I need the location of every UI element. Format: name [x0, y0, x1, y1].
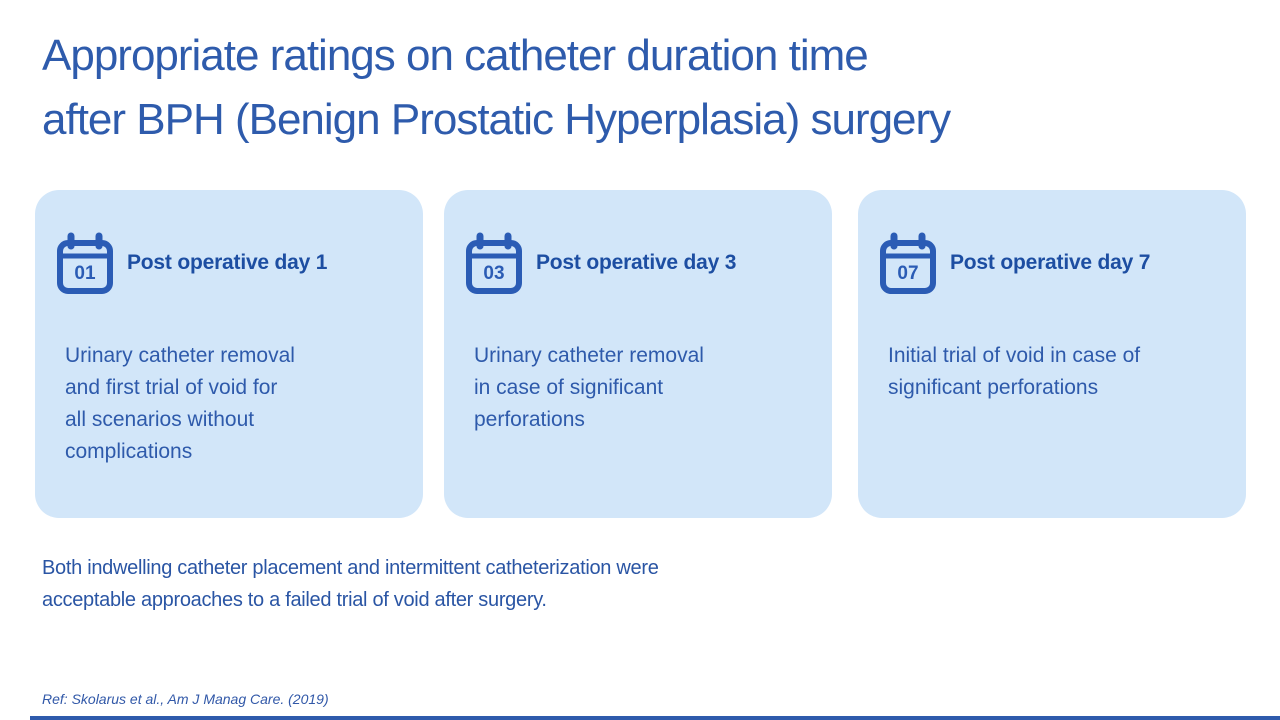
- calendar-icon: 07: [880, 232, 936, 294]
- card-heading: Post operative day 1: [127, 251, 328, 274]
- card-header: 01 Post operative day 1: [56, 231, 327, 295]
- calendar-day-number: 03: [483, 263, 504, 284]
- slide-title: Appropriate ratings on catheter duration…: [42, 31, 951, 144]
- card-body-text: Urinary catheter removal and first trial…: [65, 344, 295, 463]
- calendar-icon: 01: [57, 232, 113, 294]
- calendar-day-number: 01: [74, 263, 96, 284]
- card-header: 07 Post operative day 7: [879, 231, 1150, 295]
- card-heading: Post operative day 3: [536, 251, 737, 274]
- note-text: Both indwelling catheter placement and i…: [42, 557, 659, 611]
- card-post-op-day-1: 01 Post operative day 1 Urinary catheter…: [35, 190, 423, 518]
- card-body-text: Urinary catheter removal in case of sign…: [474, 344, 704, 431]
- calendar-icon: 03: [466, 232, 522, 294]
- card-heading: Post operative day 7: [950, 251, 1151, 274]
- card-post-op-day-7: 07 Post operative day 7 Initial trial of…: [858, 190, 1246, 518]
- calendar-day-number: 07: [897, 263, 918, 284]
- bottom-accent-bar: [30, 716, 1280, 720]
- card-body-text: Initial trial of void in case of signifi…: [888, 344, 1141, 399]
- card-post-op-day-3: 03 Post operative day 3 Urinary catheter…: [444, 190, 832, 518]
- reference-text: Ref: Skolarus et al., Am J Manag Care. (…: [42, 691, 329, 707]
- card-header: 03 Post operative day 3: [465, 231, 736, 295]
